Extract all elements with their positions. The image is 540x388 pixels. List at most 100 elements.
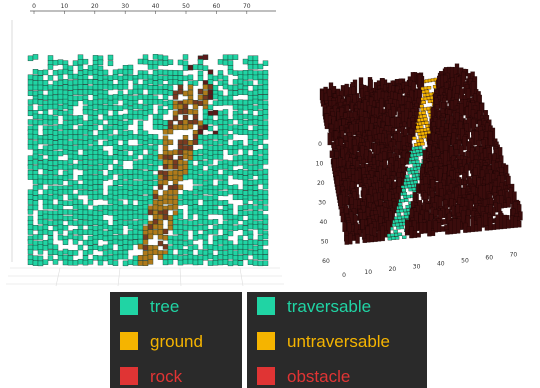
voxel	[253, 191, 258, 196]
voxel	[218, 175, 223, 180]
voxel	[78, 225, 83, 230]
voxel	[253, 151, 258, 156]
voxel	[78, 80, 83, 85]
voxel	[153, 224, 158, 229]
voxel	[108, 85, 113, 90]
voxel	[78, 96, 83, 101]
voxel	[138, 196, 143, 201]
voxel	[248, 234, 253, 239]
voxel	[356, 235, 360, 244]
voxel	[128, 195, 133, 200]
voxel	[188, 99, 193, 104]
voxel	[263, 219, 268, 224]
voxel	[43, 95, 48, 100]
voxel	[153, 200, 158, 205]
legend-label: untraversable	[287, 332, 390, 351]
voxel	[188, 124, 193, 129]
voxel	[133, 256, 138, 261]
voxel	[63, 135, 68, 140]
voxel	[496, 215, 500, 230]
voxel	[233, 79, 238, 84]
voxel	[43, 139, 48, 144]
left-voxels	[28, 54, 268, 266]
voxel	[148, 199, 153, 204]
voxel	[258, 149, 263, 154]
voxel	[248, 260, 253, 265]
voxel	[113, 84, 118, 89]
voxel	[78, 190, 83, 195]
voxel	[163, 171, 168, 176]
voxel	[345, 236, 349, 245]
voxel	[163, 101, 168, 106]
voxel	[263, 104, 268, 109]
voxel	[103, 231, 108, 236]
voxel	[103, 251, 108, 256]
voxel	[193, 226, 198, 231]
voxel	[168, 164, 173, 169]
voxel	[28, 105, 33, 110]
voxel	[228, 119, 233, 124]
voxel	[434, 221, 438, 233]
voxel	[93, 85, 98, 90]
voxel	[243, 150, 248, 155]
voxel	[243, 255, 248, 260]
voxel	[88, 105, 93, 110]
y-tick-label: 60	[322, 258, 330, 265]
voxel	[53, 259, 58, 264]
voxel	[402, 236, 406, 239]
voxel	[108, 129, 113, 134]
voxel	[223, 245, 228, 250]
voxel	[208, 126, 213, 131]
voxel	[53, 89, 58, 94]
voxel	[422, 101, 426, 104]
voxel	[228, 165, 233, 170]
voxel	[38, 219, 43, 224]
voxel	[68, 109, 73, 114]
voxel	[153, 219, 158, 224]
voxel	[223, 234, 228, 239]
voxel	[78, 55, 83, 60]
voxel	[83, 165, 88, 170]
voxel	[183, 164, 188, 169]
voxel	[53, 70, 58, 75]
voxel	[48, 165, 53, 170]
voxel	[118, 155, 123, 160]
voxel	[208, 79, 213, 84]
voxel	[387, 234, 391, 237]
voxel	[238, 79, 243, 84]
voxel	[188, 109, 193, 114]
voxel	[88, 249, 93, 254]
voxel	[138, 114, 143, 119]
voxel	[88, 90, 93, 95]
voxel	[113, 144, 118, 149]
x-tick-label: 70	[510, 252, 518, 259]
voxel	[98, 109, 103, 114]
voxel	[93, 160, 98, 165]
voxel	[168, 215, 173, 220]
voxel	[143, 131, 148, 136]
voxel	[248, 174, 253, 179]
voxel	[48, 244, 53, 249]
voxel	[223, 206, 228, 211]
voxel	[173, 116, 178, 121]
voxel	[178, 200, 183, 205]
voxel	[28, 239, 33, 244]
voxel	[507, 198, 511, 208]
voxel	[228, 254, 233, 259]
legend-swatch	[120, 332, 138, 350]
voxel	[258, 140, 263, 145]
voxel	[208, 196, 213, 201]
voxel	[248, 145, 253, 150]
voxel	[163, 254, 168, 259]
voxel	[53, 110, 58, 115]
voxel	[243, 226, 248, 231]
voxel	[98, 145, 103, 150]
voxel	[193, 156, 198, 161]
voxel	[153, 139, 158, 144]
voxel	[258, 195, 263, 200]
voxel	[203, 244, 208, 249]
voxel	[143, 74, 148, 79]
voxel	[243, 249, 248, 254]
voxel	[238, 100, 243, 105]
voxel	[78, 205, 83, 210]
